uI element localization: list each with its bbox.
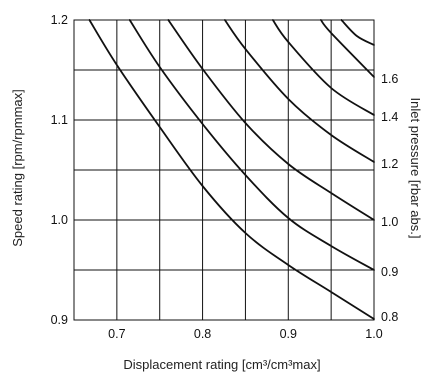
right-label-0-9: 0.9 bbox=[381, 265, 398, 279]
y-axis-title: Speed rating [rpm/rpmmax] bbox=[10, 89, 25, 247]
y-tick-labels: 0.9 1.0 1.1 1.2 bbox=[51, 13, 68, 327]
right-label-0-8: 0.8 bbox=[381, 310, 398, 324]
x-tick-label: 0.8 bbox=[194, 327, 211, 341]
right-label-1-6: 1.6 bbox=[381, 72, 398, 86]
right-label-1-2: 1.2 bbox=[381, 157, 398, 171]
curve-1-6 bbox=[319, 19, 375, 78]
right-axis-title: Inlet pressure [rbar abs.] bbox=[408, 98, 423, 239]
y-tick-label: 1.2 bbox=[51, 13, 68, 27]
curves bbox=[88, 19, 375, 320]
y-tick-label: 1.0 bbox=[51, 213, 68, 227]
curve-1-4 bbox=[271, 19, 375, 116]
curve-unlabeled bbox=[340, 19, 375, 46]
x-tick-label: 1.0 bbox=[365, 327, 382, 341]
curve-1-0 bbox=[167, 19, 375, 221]
x-axis-title: Displacement rating [cm³/cm³max] bbox=[123, 357, 320, 372]
curve-0-9 bbox=[128, 19, 375, 271]
x-tick-labels: 0.7 0.8 0.9 1.0 bbox=[108, 327, 383, 341]
x-tick-label: 0.9 bbox=[280, 327, 297, 341]
curve-1-2 bbox=[223, 19, 375, 163]
y-tick-label: 1.1 bbox=[51, 113, 68, 127]
curve-0-8 bbox=[88, 19, 375, 320]
right-curve-labels: 0.8 0.9 1.0 1.2 1.4 1.6 bbox=[381, 72, 398, 324]
right-label-1-4: 1.4 bbox=[381, 110, 398, 124]
x-tick-label: 0.7 bbox=[108, 327, 125, 341]
right-label-1-0: 1.0 bbox=[381, 215, 398, 229]
y-tick-label: 0.9 bbox=[51, 313, 68, 327]
